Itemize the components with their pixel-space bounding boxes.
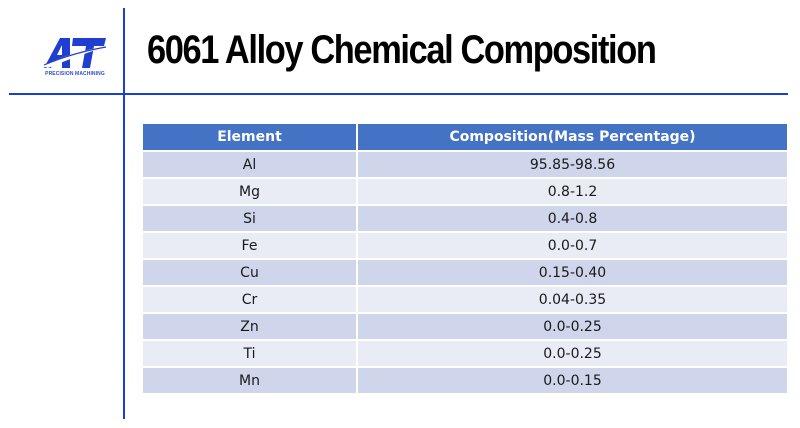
page-title: 6061 Alloy Chemical Composition <box>147 28 657 72</box>
table-row: Si 0.4-0.8 <box>143 205 787 233</box>
composition-cell: 0.0-0.25 <box>357 340 787 368</box>
table-row: Zn 0.0-0.25 <box>143 313 787 341</box>
composition-table: Element Composition(Mass Percentage) Al … <box>143 124 787 395</box>
logo-tagline: PRECISION MACHINING <box>45 71 105 77</box>
element-cell: Al <box>143 151 358 179</box>
table-row: Ti 0.0-0.25 <box>143 340 787 368</box>
composition-cell: 0.0-0.25 <box>357 313 787 341</box>
composition-cell: 0.0-0.7 <box>357 232 787 260</box>
company-logo: PRECISION MACHINING <box>40 34 110 80</box>
table-header-row: Element Composition(Mass Percentage) <box>143 124 787 152</box>
composition-cell: 0.4-0.8 <box>357 205 787 233</box>
composition-cell: 0.0-0.15 <box>357 367 787 395</box>
composition-cell: 95.85-98.56 <box>357 151 787 179</box>
element-cell: Si <box>143 205 358 233</box>
table-row: Al 95.85-98.56 <box>143 151 787 179</box>
element-cell: Mg <box>143 178 358 206</box>
composition-cell: 0.04-0.35 <box>357 286 787 314</box>
element-cell: Ti <box>143 340 358 368</box>
element-cell: Cr <box>143 286 358 314</box>
table-row: Mn 0.0-0.15 <box>143 367 787 395</box>
composition-cell: 0.15-0.40 <box>357 259 787 287</box>
element-cell: Fe <box>143 232 358 260</box>
table-row: Cu 0.15-0.40 <box>143 259 787 287</box>
header-element: Element <box>143 124 358 152</box>
vertical-divider-line <box>123 8 125 419</box>
horizontal-divider-line <box>9 93 788 95</box>
element-cell: Zn <box>143 313 358 341</box>
element-cell: Cu <box>143 259 358 287</box>
header-composition: Composition(Mass Percentage) <box>357 124 787 152</box>
table-row: Cr 0.04-0.35 <box>143 286 787 314</box>
at-logo-icon <box>42 38 108 68</box>
composition-cell: 0.8-1.2 <box>357 178 787 206</box>
table-row: Fe 0.0-0.7 <box>143 232 787 260</box>
table-row: Mg 0.8-1.2 <box>143 178 787 206</box>
element-cell: Mn <box>143 367 358 395</box>
